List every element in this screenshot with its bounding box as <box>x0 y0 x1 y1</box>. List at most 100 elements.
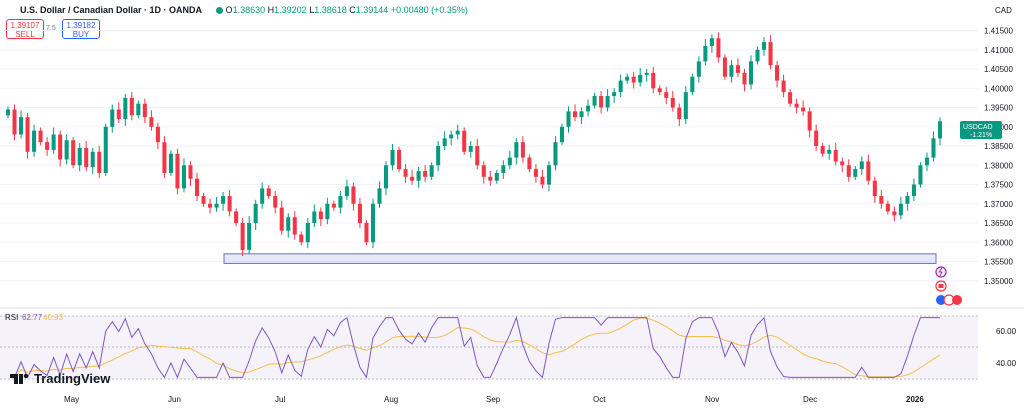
candle <box>586 105 591 112</box>
candle <box>181 165 186 189</box>
candle <box>840 161 845 166</box>
candle <box>436 146 441 166</box>
candle <box>794 103 799 108</box>
high-label: H <box>267 5 275 15</box>
candle <box>631 76 636 83</box>
candle <box>38 130 43 143</box>
candle <box>696 61 701 77</box>
candle <box>924 157 929 166</box>
candle <box>670 97 675 108</box>
candle <box>397 149 402 170</box>
candle <box>188 165 193 179</box>
candle <box>683 92 688 120</box>
x-tick-label: 2026 <box>906 395 924 404</box>
candle <box>638 74 643 83</box>
candle <box>846 165 851 177</box>
candle <box>807 111 812 131</box>
candle <box>318 211 323 220</box>
candle <box>885 203 890 212</box>
candle <box>292 217 297 235</box>
x-tick-label: Dec <box>803 395 817 404</box>
low-value: 1.38618 <box>314 5 347 15</box>
candle <box>162 142 167 173</box>
rsi-line <box>14 315 940 379</box>
candle <box>540 176 545 185</box>
open-label: O <box>225 5 233 15</box>
x-tick-label: Jul <box>275 395 285 404</box>
candle <box>703 45 708 62</box>
candle <box>566 111 571 127</box>
market-open-icon <box>216 7 224 15</box>
candle <box>546 165 551 185</box>
candle <box>5 109 11 116</box>
candle <box>657 88 662 93</box>
candle <box>416 171 421 181</box>
candle <box>468 146 473 152</box>
price-badge: USDCAD -1.21% <box>960 121 1002 139</box>
chart-legend: U.S. Dollar / Canadian Dollar · 1D · OAN… <box>20 5 468 15</box>
sell-button[interactable]: 1.39107 SELL <box>6 19 44 39</box>
x-tick-label: Aug <box>384 395 398 404</box>
candle <box>240 223 245 250</box>
event-flags-us-icon[interactable] <box>936 294 962 306</box>
candle <box>273 196 278 208</box>
candle <box>129 97 134 116</box>
candle <box>833 149 838 162</box>
buy-price: 1.39182 <box>66 21 96 30</box>
candle <box>905 196 910 204</box>
candle <box>260 188 265 204</box>
candle <box>709 38 714 46</box>
x-tick-label: Nov <box>705 395 719 404</box>
candle <box>32 130 37 152</box>
tradingview-logo[interactable]: TradingView <box>10 371 110 386</box>
symbol-title[interactable]: U.S. Dollar / Canadian Dollar · 1D · OAN… <box>20 5 203 15</box>
candle <box>383 165 389 189</box>
support-zone[interactable] <box>223 253 937 264</box>
y-tick-label: 1.36000 <box>984 238 1013 247</box>
candle <box>599 95 604 108</box>
rsi-tick-60: 60.00 <box>996 327 1017 336</box>
rsi-ma-line <box>14 317 941 378</box>
candle <box>788 92 793 104</box>
alert-icon[interactable] <box>935 266 947 278</box>
candle <box>892 211 897 216</box>
candle <box>514 142 519 158</box>
candle <box>481 165 486 177</box>
candle <box>142 103 147 118</box>
candle <box>45 142 50 150</box>
candle <box>116 109 121 120</box>
open-value: 1.38630 <box>232 5 266 15</box>
high-value: 1.39202 <box>274 5 307 15</box>
candle <box>879 196 884 204</box>
candle <box>357 203 362 224</box>
candle <box>872 180 877 197</box>
y-tick-label: 1.41000 <box>984 46 1013 55</box>
badge-symbol: USDCAD <box>963 124 993 131</box>
currency-label[interactable]: CAD <box>995 6 1012 15</box>
candle <box>325 203 330 220</box>
x-tick-label: Jun <box>168 395 181 404</box>
y-tick-label: 1.40000 <box>984 84 1013 93</box>
candle <box>155 126 160 143</box>
candle <box>214 203 219 208</box>
spread-value: 7.5 <box>46 25 56 32</box>
candle <box>25 117 30 152</box>
candle <box>527 157 532 170</box>
candle <box>507 157 512 166</box>
candle <box>71 140 76 166</box>
candle <box>110 109 115 127</box>
event-flag-icon[interactable] <box>935 280 947 292</box>
candle <box>755 49 760 62</box>
candle <box>735 65 740 73</box>
candle <box>423 171 428 177</box>
candle <box>449 134 454 139</box>
candle <box>462 130 467 152</box>
candle <box>286 217 291 231</box>
candle <box>501 165 506 173</box>
candle <box>898 203 903 216</box>
candle <box>247 223 252 250</box>
buy-button[interactable]: 1.39182 BUY <box>62 19 100 39</box>
candle <box>410 176 415 181</box>
candle <box>64 140 69 160</box>
